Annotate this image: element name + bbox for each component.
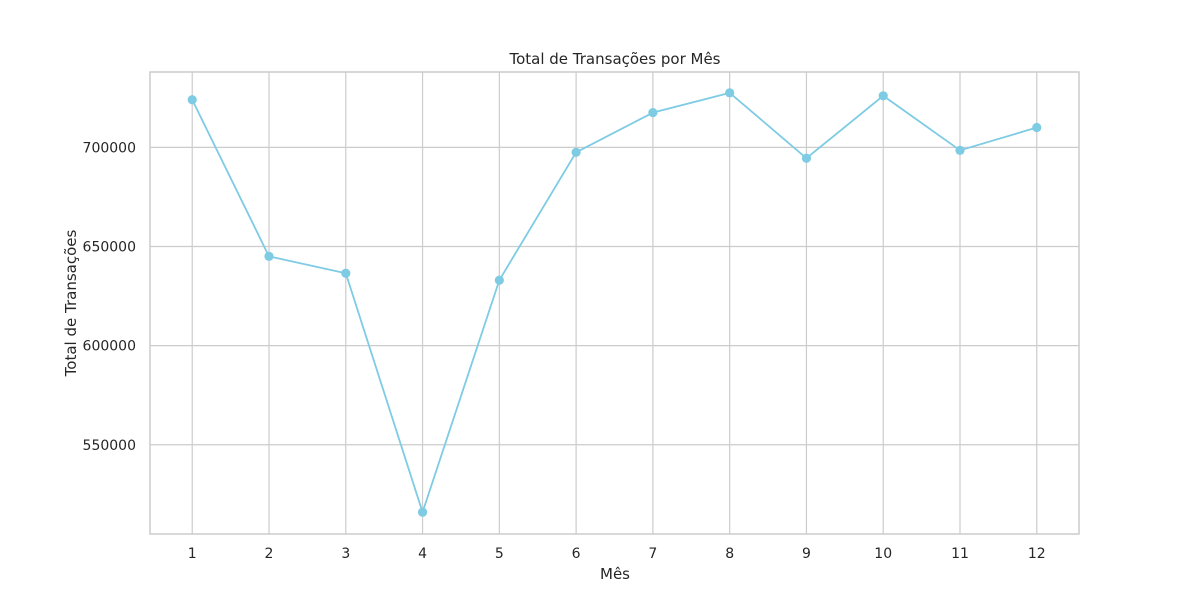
data-point <box>187 95 197 105</box>
data-point <box>264 251 274 262</box>
series-line <box>191 91 1038 516</box>
y-tick-label: 600000 <box>83 339 136 355</box>
x-tick-label: 2 <box>265 546 274 562</box>
data-point <box>341 268 351 278</box>
x-tick-label: 11 <box>951 546 969 562</box>
data-point <box>1032 122 1042 133</box>
data-point <box>417 507 428 517</box>
data-point <box>725 88 735 98</box>
data-point <box>648 108 658 118</box>
data-point <box>955 145 965 155</box>
x-axis-label: Mês <box>600 565 630 583</box>
x-tick-label: 12 <box>1028 546 1046 562</box>
series-layer <box>187 88 1042 517</box>
x-tick-label: 10 <box>874 546 892 562</box>
x-tick-label: 4 <box>418 546 427 562</box>
x-tick-label: 1 <box>188 546 197 562</box>
x-tick-label: 6 <box>572 546 581 562</box>
plot-area-frame <box>149 71 1080 535</box>
x-tick-label: 8 <box>725 546 734 562</box>
data-point <box>878 91 888 101</box>
y-axis-label: Total de Transações <box>62 230 80 378</box>
grid-lines <box>150 72 1079 534</box>
data-point <box>571 147 581 157</box>
y-tick-label: 700000 <box>83 140 136 156</box>
data-point <box>801 153 812 163</box>
x-tick-label: 9 <box>802 546 811 562</box>
chart-title: Total de Transações por Mês <box>508 50 720 68</box>
x-tick-label: 7 <box>648 546 657 562</box>
y-tick-label: 550000 <box>83 438 136 454</box>
data-point <box>494 275 504 285</box>
x-tick-label: 5 <box>495 546 504 562</box>
x-tick-label: 3 <box>341 546 350 562</box>
y-tick-label: 650000 <box>83 239 136 255</box>
